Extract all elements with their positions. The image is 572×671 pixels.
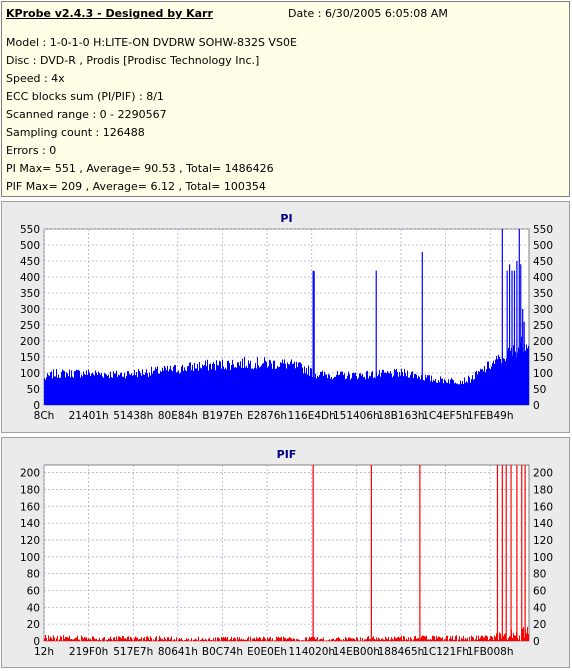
app-title: KProbe v2.4.3 - Designed by Karr <box>6 7 213 20</box>
pi-ytick-right: 200 <box>533 336 553 348</box>
pif-plot-area <box>43 464 530 642</box>
pi-ytick-right: 50 <box>533 384 546 396</box>
pi-ytick-left: 550 <box>20 224 40 236</box>
pi-ytick-left: 250 <box>20 320 40 332</box>
pi-ytick-right: 550 <box>533 224 553 236</box>
pif-ytick-left: 160 <box>20 501 40 513</box>
pif-chart-panel: PIF 0 0 20 20 40 40 60 60 80 80 100 100 120 120 140 140 1… <box>1 437 570 668</box>
pif-ytick-left: 200 <box>20 468 40 480</box>
pif-xtick: 188465h <box>378 646 425 658</box>
pif-xtick: 1C121Fh <box>422 646 469 658</box>
pi-xtick: 18B163h <box>377 410 424 422</box>
info-speed: Speed : 4x <box>6 72 65 85</box>
pif-chart: PIF 0 0 20 20 40 40 60 60 80 80 100 100 120 120 140 140 1… <box>20 448 553 658</box>
info-range: Scanned range : 0 - 2290567 <box>6 108 167 121</box>
pi-ytick-right: 450 <box>533 256 553 268</box>
pif-ytick-left: 100 <box>20 552 40 564</box>
pi-xtick: 80E84h <box>158 410 198 422</box>
pif-ytick-right: 160 <box>533 501 553 513</box>
pi-chart-panel: PI 0 0 50 50 100 100 150 150 200 200 250 250 300 300 35… <box>1 201 570 433</box>
pif-chart-title: PIF <box>277 448 297 461</box>
info-pif-stats: PIF Max= 209 , Average= 6.12 , Total= 10… <box>6 180 266 193</box>
pif-ytick-right: 20 <box>533 619 546 631</box>
pif-xtick: B0C74h <box>202 646 243 658</box>
pif-xtick: 114020h <box>288 646 335 658</box>
pi-ytick-left: 350 <box>20 288 40 300</box>
pi-ytick-right: 150 <box>533 352 553 364</box>
pi-ytick-right: 400 <box>533 272 553 284</box>
pif-xtick: 12h <box>34 646 54 658</box>
pi-xtick: B197Eh <box>202 410 243 422</box>
info-model: Model : 1-0-1-0 H:LITE-ON DVDRW SOHW-832… <box>6 36 297 49</box>
pif-ytick-right: 120 <box>533 535 553 547</box>
pif-ytick-right: 40 <box>533 602 546 614</box>
pi-xtick: 116E4Dh <box>288 410 336 422</box>
pif-xtick: 219F0h <box>69 646 108 658</box>
pif-ytick-right: 60 <box>533 585 546 597</box>
info-errors: Errors : 0 <box>6 144 57 157</box>
pif-xtick: E0E0Eh <box>247 646 287 658</box>
info-sampling: Sampling count : 126488 <box>6 126 145 139</box>
pi-ytick-right: 100 <box>533 368 553 380</box>
info-panel: KProbe v2.4.3 - Designed by Karr Date : … <box>1 1 570 197</box>
pif-ytick-left: 60 <box>27 585 40 597</box>
pif-ytick-right: 80 <box>533 569 546 581</box>
pi-xtick: 1FEB49h <box>467 410 514 422</box>
pi-ytick-left: 0 <box>33 400 40 412</box>
pif-ytick-right: 100 <box>533 552 553 564</box>
pi-ytick-left: 200 <box>20 336 40 348</box>
pi-ytick-right: 250 <box>533 320 553 332</box>
pi-ytick-left: 400 <box>20 272 40 284</box>
pif-ytick-right: 180 <box>533 484 553 496</box>
pif-ytick-right: 200 <box>533 468 553 480</box>
info-lines: Model : 1-0-1-0 H:LITE-ON DVDRW SOHW-832… <box>6 34 297 196</box>
pi-xtick: 8Ch <box>34 410 55 422</box>
pi-ytick-left: 150 <box>20 352 40 364</box>
pi-xtick: 1C4EF5h <box>422 410 469 422</box>
pi-ytick-left: 100 <box>20 368 40 380</box>
pi-ytick-left: 300 <box>20 304 40 316</box>
pi-ytick-left: 450 <box>20 256 40 268</box>
pif-ytick-left: 40 <box>27 602 40 614</box>
pif-ytick-right: 0 <box>533 636 540 648</box>
pif-xtick: 80641h <box>158 646 198 658</box>
pi-chart: PI 0 0 50 50 100 100 150 150 200 200 250 250 300 300 35… <box>20 212 553 422</box>
pif-ytick-left: 20 <box>27 619 40 631</box>
info-disc: Disc : DVD-R , Prodis [Prodisc Technolog… <box>6 54 260 67</box>
pi-xtick: 21401h <box>69 410 109 422</box>
pif-ytick-right: 140 <box>533 518 553 530</box>
pif-ytick-left: 180 <box>20 484 40 496</box>
pi-ytick-right: 0 <box>533 400 540 412</box>
pi-ytick-right: 350 <box>533 288 553 300</box>
pi-ytick-left: 500 <box>20 240 40 252</box>
pif-xtick: 14EB00h <box>333 646 380 658</box>
pi-chart-title: PI <box>280 212 292 225</box>
pi-ytick-right: 300 <box>533 304 553 316</box>
pif-xtick: 517E7h <box>113 646 153 658</box>
pif-xtick: 1FB008h <box>467 646 514 658</box>
scan-date: Date : 6/30/2005 6:05:08 AM <box>288 7 448 20</box>
pi-xtick: 51438h <box>113 410 153 422</box>
pif-ytick-left: 120 <box>20 535 40 547</box>
pif-ytick-left: 0 <box>33 636 40 648</box>
info-ecc: ECC blocks sum (PI/PIF) : 8/1 <box>6 90 164 103</box>
pif-ytick-left: 80 <box>27 569 40 581</box>
pi-xtick: 151406h <box>333 410 380 422</box>
pi-ytick-left: 50 <box>27 384 40 396</box>
pi-xtick: E2876h <box>247 410 287 422</box>
pif-ytick-left: 140 <box>20 518 40 530</box>
pi-ytick-right: 500 <box>533 240 553 252</box>
info-pi-stats: PI Max= 551 , Average= 90.53 , Total= 14… <box>6 162 274 175</box>
